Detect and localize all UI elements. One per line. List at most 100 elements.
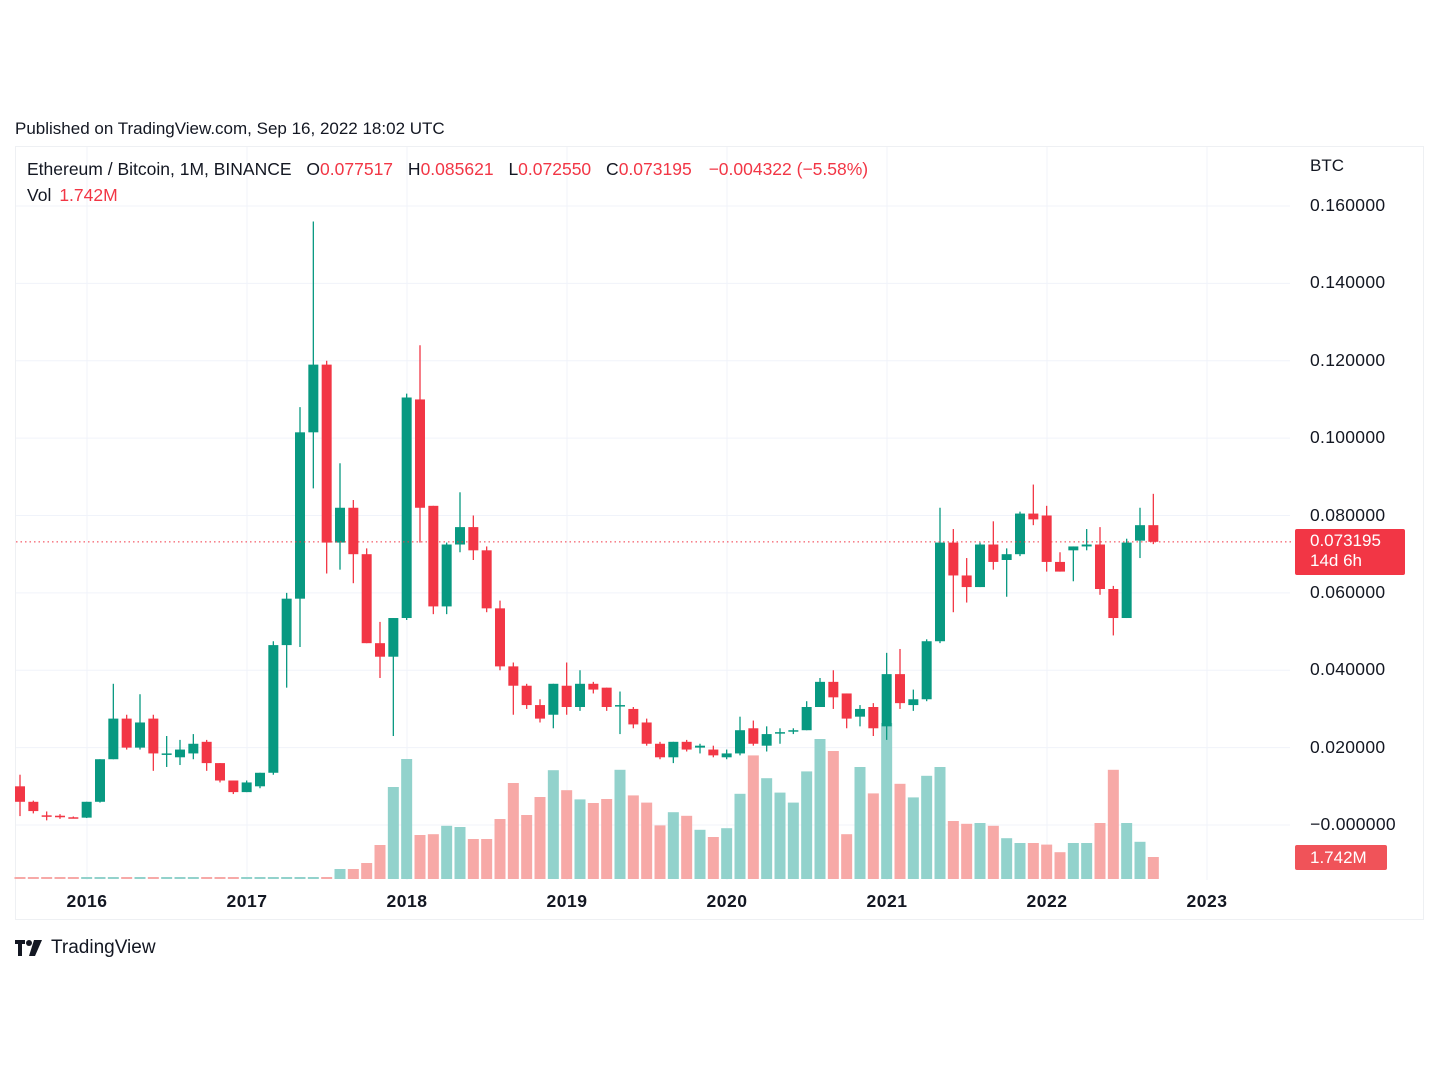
volume-bar — [441, 825, 453, 879]
candle-body — [535, 705, 545, 719]
volume-bar — [574, 799, 586, 879]
candle-body — [1081, 544, 1092, 547]
open-value: 0.077517 — [320, 159, 394, 179]
candle-body — [935, 542, 945, 642]
volume-bar — [481, 839, 493, 879]
volume-bar — [507, 783, 519, 879]
candle-body — [308, 364, 319, 433]
volume-bar — [361, 863, 373, 879]
candle-body — [988, 544, 999, 562]
candle-body — [241, 782, 252, 793]
volume-bar — [614, 769, 626, 879]
price-axis-label: 0.080000 — [1310, 504, 1386, 525]
price-axis-label: 0.040000 — [1310, 659, 1386, 680]
ohlc-legend: Ethereum / Bitcoin, 1M, BINANCE O0.07751… — [27, 159, 868, 180]
candle-body — [81, 801, 92, 818]
volume-bar — [1094, 823, 1106, 879]
volume-bar — [227, 877, 239, 879]
volume-bar — [681, 815, 693, 879]
low-label: L — [508, 159, 519, 179]
candle-body — [1041, 515, 1052, 562]
candle-body — [495, 608, 505, 667]
volume-bar — [947, 821, 959, 879]
candle-body — [588, 683, 599, 690]
high-label: H — [407, 159, 421, 179]
volume-bar — [867, 793, 879, 879]
volume-bar — [1014, 843, 1026, 879]
time-axis-label: 2021 — [866, 891, 908, 911]
volume-bar — [267, 877, 279, 879]
candle-body — [1148, 525, 1159, 542]
candle-body — [948, 542, 959, 576]
candle-body — [868, 707, 879, 729]
volume-bar — [467, 839, 479, 879]
time-axis-label: 2020 — [706, 891, 748, 911]
candle-body — [735, 730, 745, 754]
chart-frame[interactable] — [15, 146, 1424, 920]
low-value: 0.072550 — [518, 159, 592, 179]
volume-bar — [27, 877, 39, 879]
volume-bar — [641, 802, 653, 879]
volume-bar — [934, 767, 946, 879]
candle-body — [708, 749, 719, 756]
volume-bar — [654, 825, 666, 879]
candle-body — [641, 722, 652, 744]
volume-bar — [547, 770, 559, 879]
volume-bar — [667, 812, 679, 879]
volume-bar — [561, 790, 573, 879]
candle-body — [335, 507, 345, 543]
candle-body — [108, 718, 119, 760]
volume-bar — [841, 834, 853, 879]
volume-bar — [521, 815, 533, 879]
candle-body — [1108, 589, 1119, 619]
volume-bar — [14, 877, 26, 879]
tradingview-brand[interactable]: TradingView — [15, 937, 156, 959]
volume-bar — [1054, 852, 1066, 879]
volume-bar — [41, 877, 53, 879]
candle-body — [28, 801, 39, 812]
time-axis-label: 2018 — [386, 891, 428, 911]
volume-bar — [334, 869, 346, 879]
candle-body — [55, 815, 65, 818]
volume-bar — [881, 723, 893, 879]
candle-body — [761, 734, 772, 746]
candle-body — [1135, 525, 1145, 541]
volume-bar — [814, 739, 826, 879]
candle-body — [121, 718, 132, 748]
open-label: O — [306, 159, 321, 179]
candle-body — [1095, 544, 1105, 590]
volume-bar — [1041, 844, 1053, 879]
volume-bar — [374, 845, 386, 879]
volume-bar — [241, 877, 253, 879]
candle-body — [281, 598, 292, 646]
price-axis-label: 0.020000 — [1310, 736, 1386, 757]
volume-bar — [761, 778, 773, 879]
candle-body — [481, 550, 492, 609]
current-price-tag: 0.073195 14d 6h — [1295, 529, 1405, 575]
volume-bar — [1121, 823, 1133, 879]
candle-body — [508, 666, 519, 686]
volume-bar — [827, 751, 839, 879]
volume-bar — [1081, 843, 1093, 879]
volume-label[interactable]: Vol — [27, 185, 52, 205]
volume-bar — [414, 835, 426, 879]
candle-body — [455, 527, 465, 545]
volume-bar — [134, 877, 146, 879]
high-value: 0.085621 — [420, 159, 494, 179]
candle-body — [188, 743, 199, 754]
candle-body — [548, 683, 559, 715]
candle-body — [41, 815, 52, 817]
volume-bar — [1067, 843, 1079, 879]
volume-bar — [107, 877, 119, 879]
volume-bar — [601, 799, 613, 879]
volume-bar — [787, 802, 799, 879]
close-label: C — [606, 159, 619, 179]
candle-body — [921, 641, 932, 700]
volume-bar — [907, 797, 919, 879]
volume-bar — [734, 793, 746, 879]
volume-bar — [1134, 841, 1146, 879]
candle-body — [628, 708, 639, 725]
symbol-title[interactable]: Ethereum / Bitcoin, 1M, BINANCE — [27, 159, 292, 179]
candle-body — [215, 763, 225, 781]
